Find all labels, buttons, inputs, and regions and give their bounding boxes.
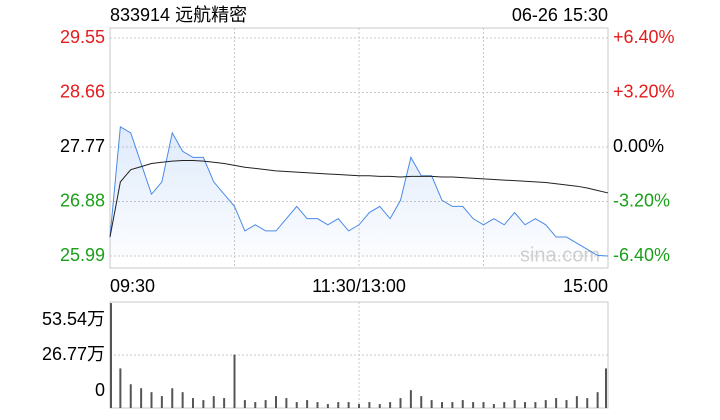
volume-bar bbox=[441, 402, 443, 408]
volume-bar bbox=[326, 404, 329, 408]
y-tick-label: 27.77 bbox=[60, 136, 105, 156]
volume-bar bbox=[472, 402, 475, 408]
y2-tick-label: +3.20% bbox=[613, 81, 675, 101]
y2-tick-label: -6.40% bbox=[613, 245, 670, 265]
volume-bar bbox=[358, 404, 360, 408]
x-tick-label: 11:30/13:00 bbox=[312, 276, 406, 296]
volume-bar bbox=[233, 354, 236, 408]
volume-bar bbox=[243, 400, 246, 408]
volume-bar bbox=[223, 398, 226, 408]
volume-bar bbox=[129, 384, 132, 408]
volume-bar bbox=[534, 402, 537, 408]
y-tick-label: 0 bbox=[95, 380, 105, 400]
y-tick-label: 26.77万 bbox=[42, 344, 105, 364]
volume-bar bbox=[160, 396, 163, 408]
volume-bar bbox=[140, 388, 143, 408]
volume-bar bbox=[461, 400, 464, 408]
volume-bar bbox=[430, 400, 433, 408]
volume-bar bbox=[586, 398, 589, 408]
volume-bar bbox=[492, 404, 495, 408]
volume-bar bbox=[285, 398, 288, 408]
volume-bar bbox=[503, 402, 506, 408]
volume-bar bbox=[389, 402, 392, 408]
y-tick-label: 29.55 bbox=[60, 27, 105, 47]
y-tick-label: 28.66 bbox=[60, 81, 105, 101]
volume-bar bbox=[150, 392, 153, 408]
volume-bar bbox=[212, 396, 215, 408]
volume-bar bbox=[555, 398, 558, 408]
volume-bar bbox=[368, 402, 371, 408]
chart-title: 833914 远航精密 bbox=[110, 5, 247, 25]
volume-bar bbox=[264, 400, 267, 408]
y-tick-label: 26.88 bbox=[60, 190, 105, 210]
volume-bar bbox=[420, 396, 423, 408]
y2-tick-label: -3.20% bbox=[613, 190, 670, 210]
volume-bar bbox=[575, 396, 578, 408]
volume-bar bbox=[171, 388, 174, 408]
volume-bar bbox=[316, 402, 319, 408]
average-line bbox=[109, 159, 609, 238]
volume-bar bbox=[119, 368, 122, 408]
volume-bar bbox=[192, 398, 194, 408]
volume-bar bbox=[202, 400, 205, 408]
volume-bar bbox=[378, 404, 381, 408]
volume-bar bbox=[181, 392, 184, 408]
y2-tick-label: +6.40% bbox=[613, 27, 675, 47]
volume-bar bbox=[524, 402, 526, 408]
price-line bbox=[109, 125, 609, 257]
volume-bar bbox=[295, 402, 298, 408]
volume-bar bbox=[337, 402, 340, 408]
volume-bar bbox=[544, 400, 547, 408]
price-area bbox=[110, 126, 608, 256]
volume-bar bbox=[513, 400, 516, 408]
date: 06-26 15:30 bbox=[512, 5, 608, 25]
volume-bar bbox=[409, 390, 412, 408]
volume-bar bbox=[565, 400, 568, 408]
y2-tick-label: 0.00% bbox=[613, 136, 664, 156]
x-tick-label: 09:30 bbox=[110, 276, 155, 296]
volume-bar bbox=[347, 402, 350, 408]
volume-bar bbox=[451, 402, 454, 408]
volume-bar bbox=[254, 402, 257, 408]
volume-bar bbox=[596, 392, 599, 408]
volume-bar bbox=[275, 396, 277, 408]
volume-bar bbox=[605, 368, 607, 408]
x-tick-label: 15:00 bbox=[563, 276, 608, 296]
volume-bar bbox=[482, 402, 485, 408]
y-tick-label: 53.54万 bbox=[42, 309, 105, 329]
y-tick-label: 25.99 bbox=[60, 245, 105, 265]
volume-bar bbox=[110, 303, 112, 408]
volume-bar bbox=[306, 400, 309, 408]
volume-bar bbox=[399, 398, 402, 408]
